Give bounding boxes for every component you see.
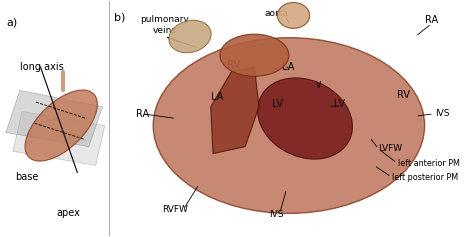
Ellipse shape — [277, 3, 310, 28]
Text: RV: RV — [227, 60, 240, 70]
Text: base: base — [15, 172, 38, 182]
Polygon shape — [211, 67, 259, 154]
Text: IVS: IVS — [435, 109, 449, 118]
Text: LA: LA — [282, 62, 294, 72]
Ellipse shape — [220, 34, 289, 76]
Ellipse shape — [153, 38, 425, 213]
Text: LA: LA — [211, 92, 224, 102]
Text: pulmonary
veins: pulmonary veins — [140, 15, 189, 35]
Text: LVFW: LVFW — [379, 144, 403, 153]
Ellipse shape — [169, 20, 211, 53]
Text: RVFW: RVFW — [163, 205, 188, 214]
Ellipse shape — [257, 78, 353, 159]
Text: IVS: IVS — [269, 210, 284, 219]
Text: LV: LV — [272, 100, 283, 109]
Text: left posterior PM: left posterior PM — [392, 173, 457, 182]
Polygon shape — [13, 111, 105, 165]
Text: RA: RA — [425, 15, 438, 25]
Text: long axis: long axis — [20, 62, 64, 72]
Text: RA: RA — [136, 109, 149, 119]
Ellipse shape — [25, 90, 97, 161]
Text: a): a) — [6, 18, 17, 28]
Text: b): b) — [114, 13, 126, 23]
Text: apex: apex — [56, 208, 80, 218]
Text: aorta: aorta — [264, 9, 289, 18]
Text: RV: RV — [397, 90, 410, 100]
Polygon shape — [6, 90, 102, 147]
Text: left anterior PM: left anterior PM — [398, 159, 460, 168]
Text: V: V — [316, 81, 321, 90]
Text: LV: LV — [334, 100, 345, 109]
